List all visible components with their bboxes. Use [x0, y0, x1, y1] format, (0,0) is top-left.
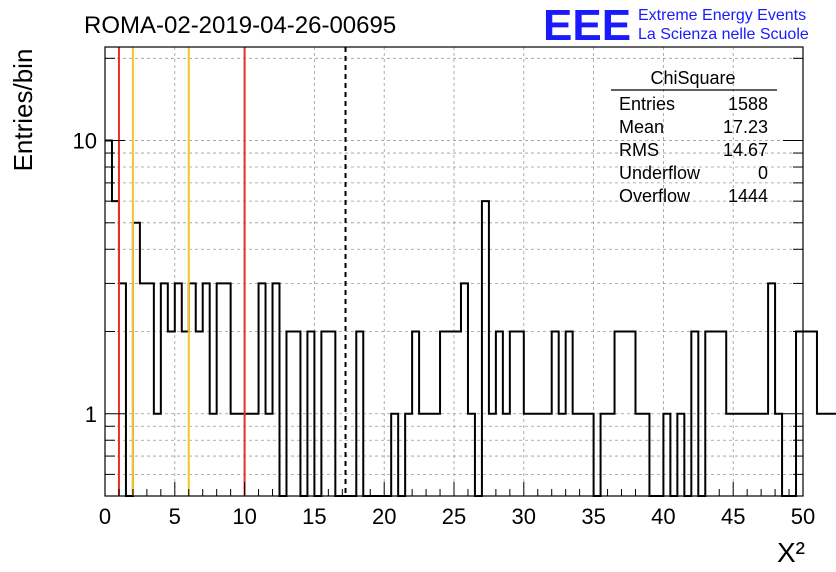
histogram-line — [105, 139, 836, 497]
stats-label-overflow: Overflow — [619, 186, 691, 206]
stats-value-underflow: 0 — [758, 163, 768, 183]
stats-label-underflow: Underflow — [619, 163, 701, 183]
x-tick-label: 25 — [442, 504, 466, 529]
x-tick-label: 15 — [302, 504, 326, 529]
stats-value-mean: 17.23 — [723, 117, 768, 137]
logo-line2: La Scienza nelle Scuole — [638, 26, 809, 43]
x-tick-label: 45 — [721, 504, 745, 529]
stats-label-mean: Mean — [619, 117, 664, 137]
stats-value-overflow: 1444 — [728, 186, 768, 206]
logo-mark: EEE — [543, 1, 631, 50]
stats-label-rms: RMS — [619, 140, 659, 160]
x-tick-label: 20 — [372, 504, 396, 529]
stats-title: ChiSquare — [650, 68, 735, 88]
reference-lines — [117, 47, 347, 496]
y-tick-label: 10 — [73, 129, 97, 154]
stats-box: ChiSquare Entries 1588 Mean 17.23 RMS 14.67 Un… — [611, 68, 777, 206]
x-tick-label: 50 — [791, 504, 815, 529]
x-tick-label: 10 — [232, 504, 256, 529]
x-tick-label: 40 — [651, 504, 675, 529]
chart-title: ROMA-02-2019-04-26-00695 — [84, 12, 396, 39]
histogram — [105, 139, 836, 497]
axes: 0 5 10 15 20 25 30 35 40 45 50 1 10 — [73, 57, 815, 529]
stats-value-rms: 14.67 — [723, 140, 768, 160]
logo-line1: Extreme Energy Events — [638, 7, 806, 24]
x-tick-label: 0 — [99, 504, 111, 529]
x-tick-label: 35 — [581, 504, 605, 529]
x-axis-label: X² — [777, 537, 805, 568]
x-tick-label: 5 — [169, 504, 181, 529]
stats-value-entries: 1588 — [728, 94, 768, 114]
eee-logo: EEE Extreme Energy Events La Scienza nel… — [543, 1, 809, 50]
y-tick-label: 1 — [85, 402, 97, 427]
y-axis-label: Entries/bin — [8, 49, 38, 172]
stats-label-entries: Entries — [619, 94, 675, 114]
x-tick-label: 30 — [512, 504, 536, 529]
